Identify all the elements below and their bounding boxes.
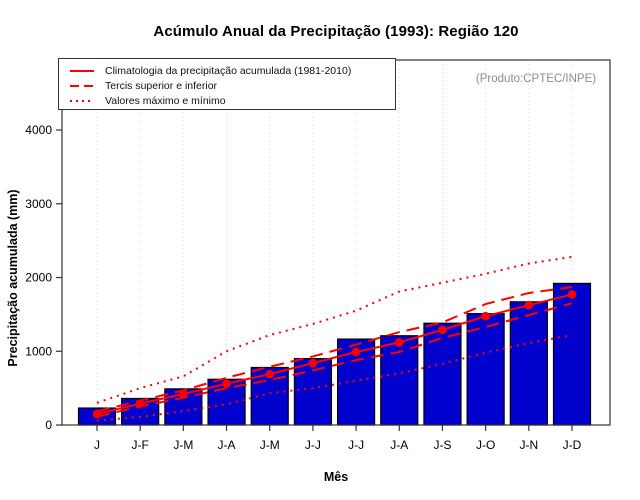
bar (423, 322, 462, 426)
x-tick-label: J (94, 438, 100, 452)
climatology-point (222, 379, 231, 389)
x-tick-label: J-D (563, 438, 582, 452)
climatology-point (438, 325, 447, 335)
extreme-line (96, 255, 573, 404)
y-tick-label: 4000 (25, 123, 52, 137)
climatology-point (92, 409, 102, 419)
climatology-point (567, 290, 577, 299)
solid-line-icon (70, 69, 94, 72)
x-tick-label: J-A (390, 438, 408, 452)
climatology-point (265, 369, 275, 379)
x-tick-label: J-A (218, 438, 236, 452)
chart-title: Acúmulo Anual da Precipitação (1993): Re… (153, 23, 519, 40)
dashed-line-icon (70, 84, 94, 87)
climatology-point (135, 399, 145, 408)
x-tick-label: J-O (476, 438, 495, 452)
bar (293, 358, 333, 426)
x-tick-label: J-J (348, 438, 364, 452)
bar (380, 335, 419, 426)
y-axis-label: Precipitação acumulada (mm) (6, 189, 20, 367)
tercile-line (96, 302, 573, 418)
x-tick-label: J-S (433, 438, 451, 452)
x-tick-label: J-F (132, 438, 149, 452)
dotted-line-icon (70, 99, 94, 102)
legend-label: Tercis superior e inferior (105, 79, 218, 92)
producer-annotation: (Produto:CPTEC/INPE) (475, 73, 597, 85)
y-tick-label: 2000 (25, 271, 52, 285)
y-tick-label: 3000 (25, 197, 52, 211)
climatology-point (524, 300, 534, 310)
x-tick-label: J-N (519, 438, 538, 452)
bar (552, 282, 592, 426)
climatology-point (351, 347, 361, 357)
tercile-line (96, 286, 573, 413)
legend-item-maxmin: Valores máximo e mínimo (69, 93, 395, 108)
chart-legend: Climatologia da precipitação acumulada (… (58, 58, 396, 110)
x-tick-label: J-M (173, 438, 193, 452)
legend-item-tercis: Tercis superior e inferior (69, 78, 395, 93)
x-tick-label: J-M (260, 438, 280, 452)
y-tick-label: 1000 (25, 344, 52, 358)
y-tick-label: 0 (45, 418, 52, 432)
bar (509, 301, 548, 426)
x-tick-label: J-J (305, 438, 321, 452)
legend-label: Climatologia da precipitação acumulada (… (105, 64, 352, 77)
x-axis-label: Mês (323, 470, 349, 484)
climatology-point (179, 389, 188, 399)
legend-label: Valores máximo e mínimo (105, 94, 226, 107)
legend-item-climatology: Climatologia da precipitação acumulada (… (69, 63, 395, 78)
climatology-point (308, 358, 318, 368)
climatology-line (96, 293, 573, 415)
climatology-point (394, 338, 404, 347)
climatology-point (481, 311, 490, 321)
